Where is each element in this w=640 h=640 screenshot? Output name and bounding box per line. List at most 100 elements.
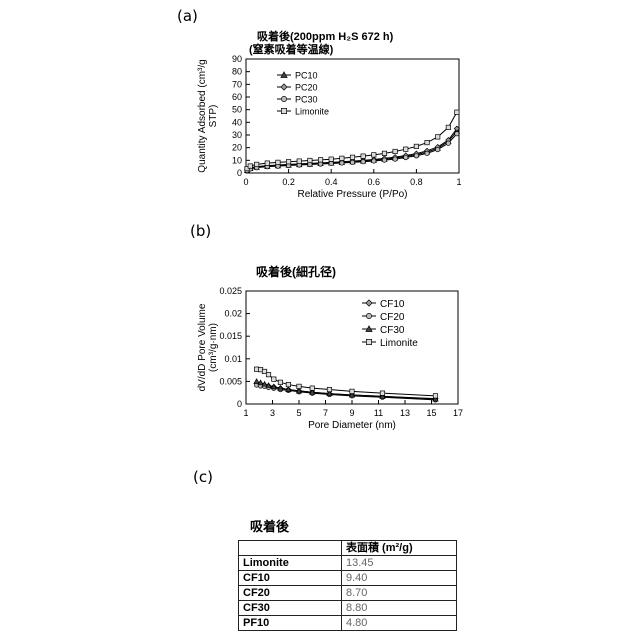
data-point	[446, 125, 450, 129]
table-cell-value: 9.40	[342, 571, 457, 586]
x-tick-label: 1	[243, 408, 248, 418]
data-point	[266, 372, 270, 376]
data-point	[433, 394, 437, 398]
data-point	[254, 379, 259, 384]
y-tick-label: 0.015	[219, 331, 242, 341]
legend-item: Limonite	[277, 107, 329, 117]
data-point	[382, 151, 386, 155]
data-point	[361, 160, 365, 164]
x-tick-label: 3	[270, 408, 275, 418]
x-tick-label: 0	[243, 177, 248, 187]
data-point	[446, 141, 450, 145]
data-point	[327, 387, 331, 391]
table-row: CF30 8.80	[239, 601, 457, 616]
y-tick-label: 60	[232, 92, 242, 102]
x-tick-label: 13	[400, 408, 410, 418]
table-cell-name: CF10	[239, 571, 342, 586]
x-tick-label: 7	[323, 408, 328, 418]
legend-label: CF20	[380, 312, 405, 323]
data-point	[248, 164, 252, 168]
data-point	[350, 160, 354, 164]
data-point	[281, 108, 286, 113]
data-point	[310, 386, 314, 390]
data-point	[340, 161, 344, 165]
y-tick-label: 0.005	[219, 376, 242, 386]
x-tick-label: 15	[426, 408, 436, 418]
legend-item: PC30	[277, 95, 318, 105]
data-point	[404, 147, 408, 151]
data-point	[414, 144, 418, 148]
series-limonite	[254, 367, 437, 398]
data-point	[425, 140, 429, 144]
data-point	[366, 339, 371, 344]
data-point	[281, 96, 286, 101]
legend-item: PC10	[277, 71, 318, 81]
legend-label: Limonite	[295, 107, 329, 117]
table-header-name	[239, 541, 342, 556]
y-tick-label: 90	[232, 54, 242, 64]
x-tick-label: 17	[453, 408, 463, 418]
x-tick-label: 0.8	[410, 177, 423, 187]
x-tick-label: 1	[456, 177, 461, 187]
y-tick-label: 50	[232, 105, 242, 115]
legend-item: CF10	[362, 299, 405, 310]
data-point	[435, 135, 439, 139]
legend-item: Limonite	[362, 338, 418, 349]
legend-label: CF30	[380, 325, 405, 336]
y-axis-label: Quantity Adsorbed (cm³/g	[197, 59, 208, 172]
data-point	[297, 159, 301, 163]
data-point	[435, 147, 439, 151]
data-point	[404, 155, 408, 159]
data-point	[340, 156, 344, 160]
legend-item: CF20	[362, 312, 405, 323]
table-title: 吸着後	[250, 516, 289, 535]
data-point	[393, 157, 397, 161]
y-tick-label: 0	[237, 399, 242, 409]
legend-label: PC20	[295, 83, 318, 93]
legend-item: CF30	[362, 325, 405, 336]
legend-label: PC10	[295, 71, 318, 81]
y-tick-label: 10	[232, 155, 242, 165]
table-cell-value: 8.80	[342, 601, 457, 616]
legend-label: PC30	[295, 95, 318, 105]
table-cell-value: 4.80	[342, 616, 457, 631]
legend-label: CF10	[380, 299, 405, 310]
data-point	[455, 132, 459, 136]
data-point	[382, 158, 386, 162]
table-cell-name: CF30	[239, 601, 342, 616]
chart-title: (窒素吸着等温線)	[249, 42, 334, 56]
data-point	[254, 162, 258, 166]
chart-title: 吸着後(細孔径)	[256, 264, 336, 279]
data-point	[272, 377, 276, 381]
y-axis-label: dV/dD Pore Volume	[197, 303, 208, 391]
series-cf20	[254, 383, 437, 402]
table-cell-value: 8.70	[342, 586, 457, 601]
data-point	[361, 154, 365, 158]
table-row: Limonite 13.45	[239, 556, 457, 571]
chart-title: 吸着後(200ppm H₂S 672 h)	[257, 29, 394, 43]
y-tick-label: 30	[232, 130, 242, 140]
data-point	[308, 158, 312, 162]
data-point	[372, 153, 376, 157]
x-tick-label: 0.6	[368, 177, 381, 187]
data-point	[286, 382, 290, 386]
table-header-row: 表面積 (m²/g)	[239, 541, 457, 556]
data-point	[329, 161, 333, 165]
y-axis-label: STP)	[208, 105, 219, 128]
y-tick-label: 0	[237, 168, 242, 178]
data-point	[329, 157, 333, 161]
pore-size-chart: 吸着後(細孔径)00.0050.010.0150.020.02513579111…	[0, 240, 640, 480]
y-tick-label: 70	[232, 79, 242, 89]
data-point	[276, 160, 280, 164]
x-tick-label: 11	[374, 408, 383, 418]
series-pc30	[245, 132, 459, 173]
y-tick-label: 0.01	[224, 354, 242, 364]
y-tick-label: 80	[232, 67, 242, 77]
x-tick-label: 5	[296, 408, 301, 418]
data-point	[414, 154, 418, 158]
data-point	[393, 149, 397, 153]
surface-area-table: 表面積 (m²/g) Limonite 13.45 CF10 9.40 CF20…	[238, 540, 457, 631]
table-cell-name: CF20	[239, 586, 342, 601]
y-tick-label: 0.02	[224, 309, 242, 319]
data-point	[286, 160, 290, 164]
